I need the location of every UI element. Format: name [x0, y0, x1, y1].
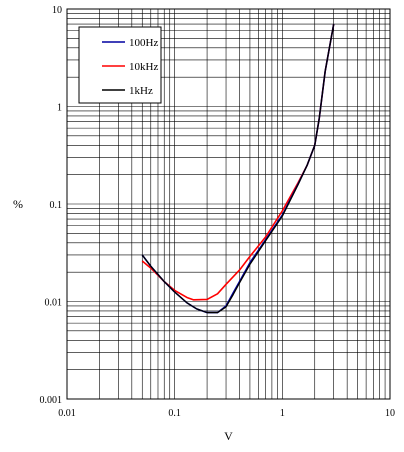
x-tick-label: 0.01: [58, 408, 76, 419]
x-tick-label: 1: [280, 408, 285, 419]
x-tick-label: 0.1: [168, 408, 181, 419]
legend: 100Hz 10kHz 1kHz: [78, 26, 162, 104]
tick-labels: 0.01 0.1 1 10 0.001 0.01 0.1 1 10: [40, 5, 396, 419]
series-line-1kHz: [141, 23, 335, 314]
legend-label: 100Hz: [129, 37, 158, 49]
x-tick-label: 10: [385, 408, 395, 419]
plot-area-frame: [66, 8, 391, 400]
series-layer: [141, 23, 335, 314]
series-line-10kHz: [141, 23, 335, 301]
x-axis-label: V: [224, 429, 233, 443]
legend-label: 10kHz: [129, 61, 158, 73]
y-tick-label: 10: [52, 5, 62, 16]
y-tick-label: 1: [57, 103, 62, 114]
legend-label: 1kHz: [129, 85, 153, 97]
y-tick-label: 0.001: [40, 395, 63, 406]
y-tick-label: 0.01: [45, 298, 63, 309]
y-tick-label: 0.1: [50, 200, 63, 211]
y-axis-label: %: [13, 197, 23, 211]
